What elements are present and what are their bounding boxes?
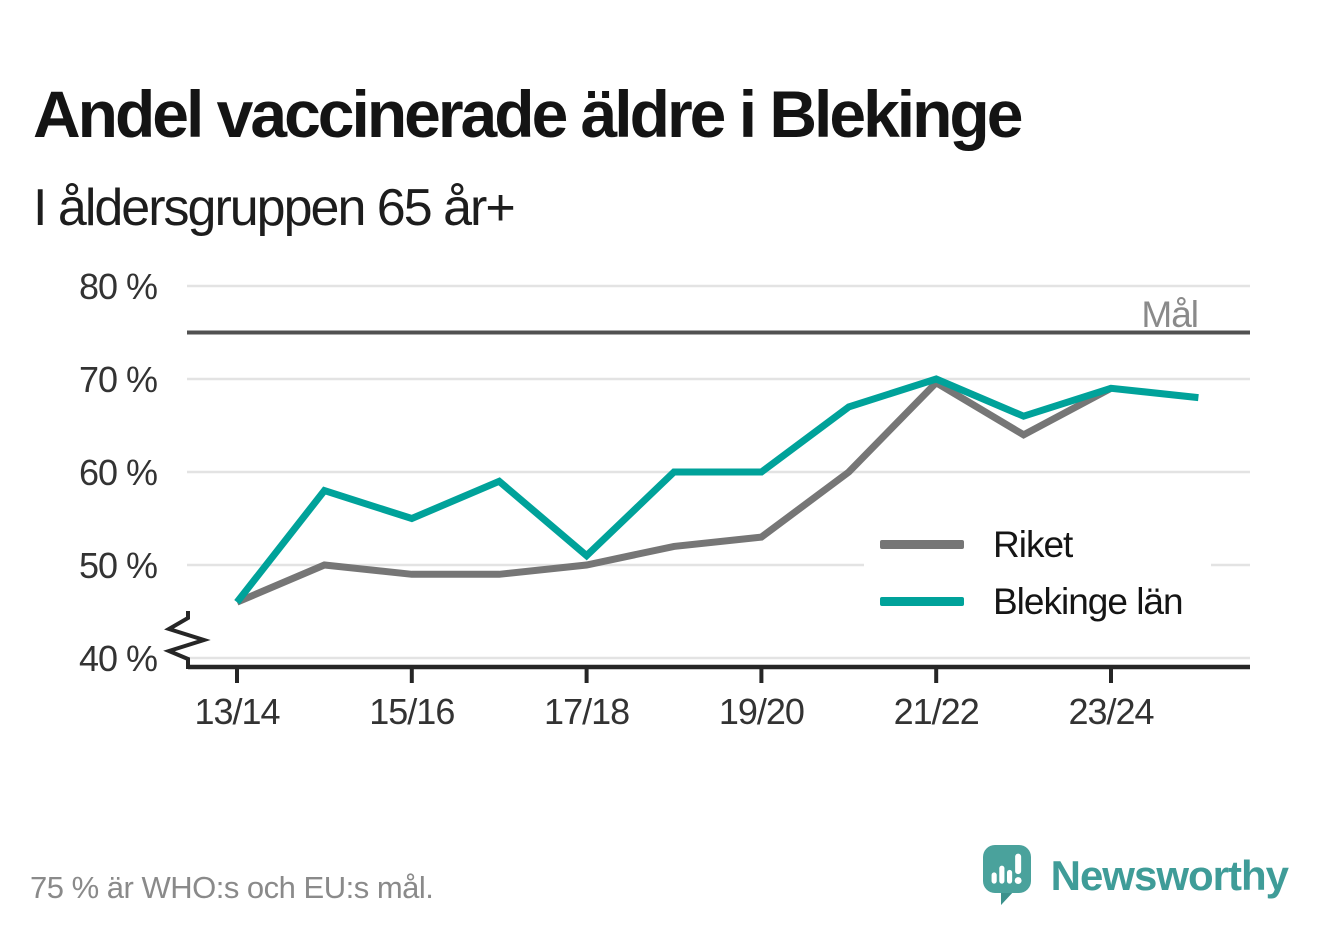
legend-item-riket: Riket	[880, 516, 1183, 573]
y-axis-tick-label: 80 %	[79, 266, 157, 307]
x-axis-tick-label: 19/20	[719, 691, 804, 732]
footnote: 75 % är WHO:s och EU:s mål.	[30, 870, 434, 905]
legend-label-riket: Riket	[993, 523, 1073, 565]
goal-line-label: Mål	[1141, 294, 1199, 335]
y-axis-tick-label: 50 %	[79, 545, 157, 586]
series-line-blekinge-l-n	[234, 375, 1199, 605]
chart-subtitle: I åldersgruppen 65 år+	[33, 179, 516, 237]
blekinge-line-swatch-icon	[880, 597, 964, 606]
legend-item-blekinge: Blekinge län	[880, 573, 1184, 630]
x-axis-tick-label: 15/16	[369, 691, 454, 732]
x-axis-tick-label: 21/22	[894, 691, 979, 732]
chart-legend: Riket Blekinge län	[864, 516, 1211, 636]
y-axis-tick-label: 40 %	[79, 638, 157, 679]
riket-line-swatch-icon	[880, 540, 964, 549]
y-axis-tick-label: 60 %	[79, 452, 157, 493]
x-axis-tick-label: 13/14	[194, 691, 279, 732]
newsworthy-logo: Newsworthy	[982, 845, 1289, 905]
y-axis-tick-label: 70 %	[79, 359, 157, 400]
y-axis-break-icon	[163, 611, 211, 669]
legend-label-blekinge: Blekinge län	[993, 580, 1184, 622]
x-axis-tick-label: 17/18	[544, 691, 629, 732]
newsworthy-wordmark: Newsworthy	[1050, 852, 1289, 899]
newsworthy-speech-bubble-chart-icon	[982, 845, 1031, 905]
chart-title: Andel vaccinerade äldre i Blekinge	[33, 77, 1023, 152]
series-line-riket	[235, 378, 1113, 606]
x-axis-tick-label: 23/24	[1068, 691, 1153, 732]
